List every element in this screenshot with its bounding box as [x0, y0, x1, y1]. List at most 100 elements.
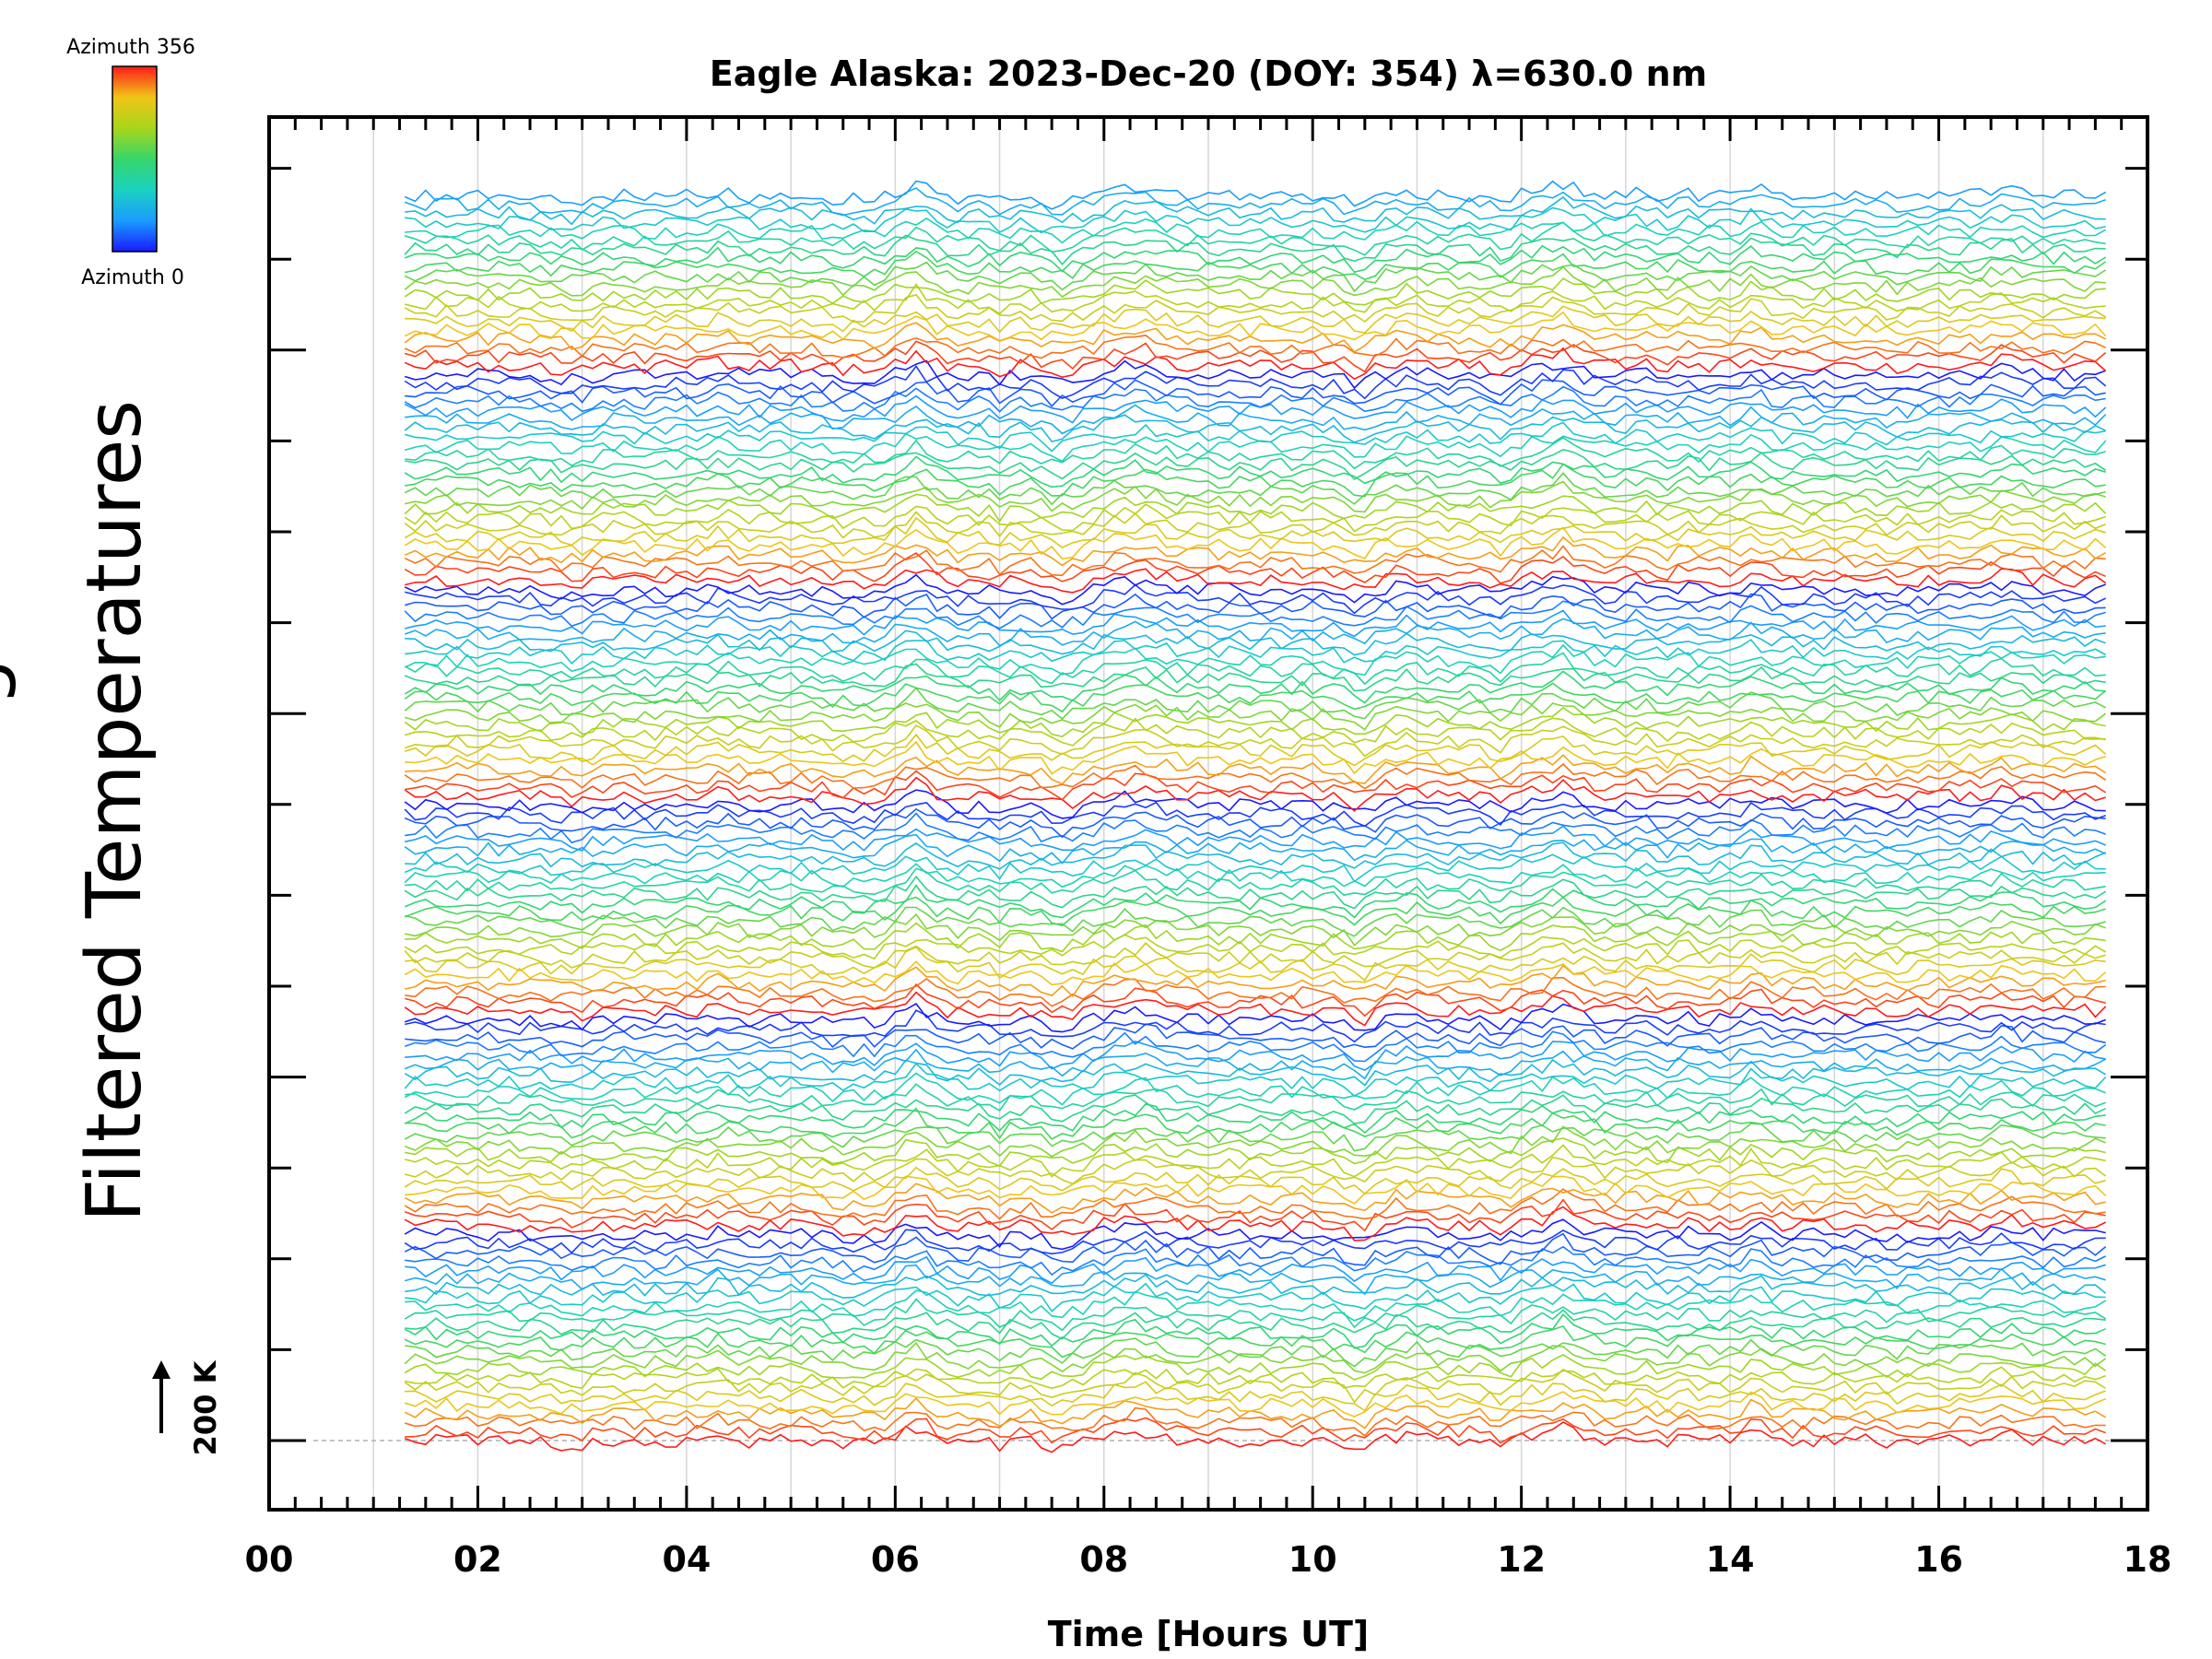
series-line [404, 526, 2107, 560]
series-line [405, 206, 2106, 234]
series-line [404, 1264, 2106, 1296]
x-tick-label: 14 [1706, 1539, 1755, 1580]
axis-ticks [267, 117, 2149, 1510]
series-line [404, 277, 2106, 306]
series-line [404, 421, 2106, 453]
series-line [404, 652, 2106, 686]
series-line [404, 385, 2106, 413]
series-line [404, 516, 2106, 549]
series-line [404, 322, 2107, 353]
series-line [405, 195, 2106, 226]
series-line [405, 218, 2107, 244]
series-line [405, 568, 2107, 594]
series-line [404, 1123, 2106, 1152]
series-line [404, 600, 2106, 629]
series-line [404, 1324, 2106, 1359]
series-line [404, 991, 2107, 1027]
series-line [404, 643, 2106, 677]
series-line [405, 1144, 2106, 1178]
x-axis-label: Time [Hours UT] [1048, 1614, 1370, 1654]
series-line [405, 825, 2107, 852]
series-line [405, 1175, 2107, 1205]
series-line [404, 1396, 2107, 1430]
series-line [404, 1391, 2106, 1418]
series-line [405, 740, 2106, 775]
series-line [404, 511, 2106, 539]
series-line [404, 1406, 2106, 1437]
series-line [405, 609, 2106, 638]
series-line [405, 1381, 2106, 1412]
series-traces [404, 180, 2107, 1453]
series-line [404, 1125, 2106, 1158]
series-line [404, 863, 2106, 888]
series-line [405, 1137, 2106, 1167]
series-line [405, 812, 2106, 844]
series-line [404, 545, 2106, 577]
series-line [404, 807, 2106, 839]
series-line [404, 180, 2107, 210]
series-line [404, 1353, 2107, 1381]
series-line [404, 1298, 2107, 1332]
series-line [404, 1094, 2107, 1125]
series-line [405, 1009, 2106, 1043]
series-line [404, 265, 2106, 299]
series-line [404, 394, 2107, 424]
series-line [404, 724, 2106, 758]
series-line [404, 942, 2106, 969]
series-line [404, 1312, 2107, 1349]
series-line [404, 776, 2106, 812]
series-line [404, 733, 2107, 767]
x-tick-labels: 00 02 04 06 08 10 12 14 16 18 [245, 1539, 2172, 1580]
series-line [404, 335, 2107, 359]
series-line [405, 379, 2106, 407]
series-line [404, 455, 2106, 488]
series-line [404, 1188, 2106, 1220]
series-line [404, 670, 2106, 704]
series-line [404, 472, 2106, 506]
series-line [405, 305, 2106, 334]
series-line [405, 922, 2106, 953]
series-line [405, 754, 2107, 785]
series-line [404, 1062, 2107, 1098]
series-line [404, 833, 2107, 865]
series-line [405, 841, 2107, 870]
series-line [405, 463, 2106, 498]
series-line [404, 618, 2106, 647]
x-tick-label: 04 [662, 1539, 711, 1580]
x-tick-label: 06 [871, 1539, 920, 1580]
series-line [404, 1182, 2106, 1214]
series-line [404, 432, 2107, 463]
series-line [404, 663, 2106, 692]
series-line [405, 1245, 2107, 1277]
series-line [404, 234, 2106, 266]
scale-bar-arrowhead [152, 1360, 171, 1379]
scale-bar: 200 K [152, 1359, 223, 1455]
series-line [405, 1041, 2106, 1071]
colorbar-top-label: Azimuth 356 [66, 36, 195, 59]
series-line [405, 1255, 2106, 1285]
scale-bar-label: 200 K [188, 1359, 223, 1455]
series-line [404, 801, 2106, 828]
series-line [404, 1206, 2107, 1241]
y-axis-label: Filtered Temperatures [71, 400, 159, 1222]
x-tick-label: 12 [1497, 1539, 1546, 1580]
series-line [405, 1156, 2107, 1185]
series-line [404, 702, 2107, 731]
series-line [404, 1103, 2106, 1135]
series-line [404, 1166, 2106, 1195]
series-line [404, 221, 2106, 256]
series-line [404, 552, 2107, 584]
y-axis-label-partial: g [0, 658, 18, 706]
series-line [405, 946, 2106, 982]
series-line [405, 583, 2107, 615]
colorbar [112, 65, 158, 253]
series-line [404, 340, 2107, 373]
series-line [404, 960, 2107, 986]
series-line [404, 311, 2107, 342]
series-line [405, 976, 2106, 1007]
series-line [404, 875, 2107, 910]
series-line [404, 1368, 2107, 1404]
series-line [405, 480, 2106, 513]
series-line [404, 687, 2107, 720]
series-line [405, 1107, 2106, 1140]
